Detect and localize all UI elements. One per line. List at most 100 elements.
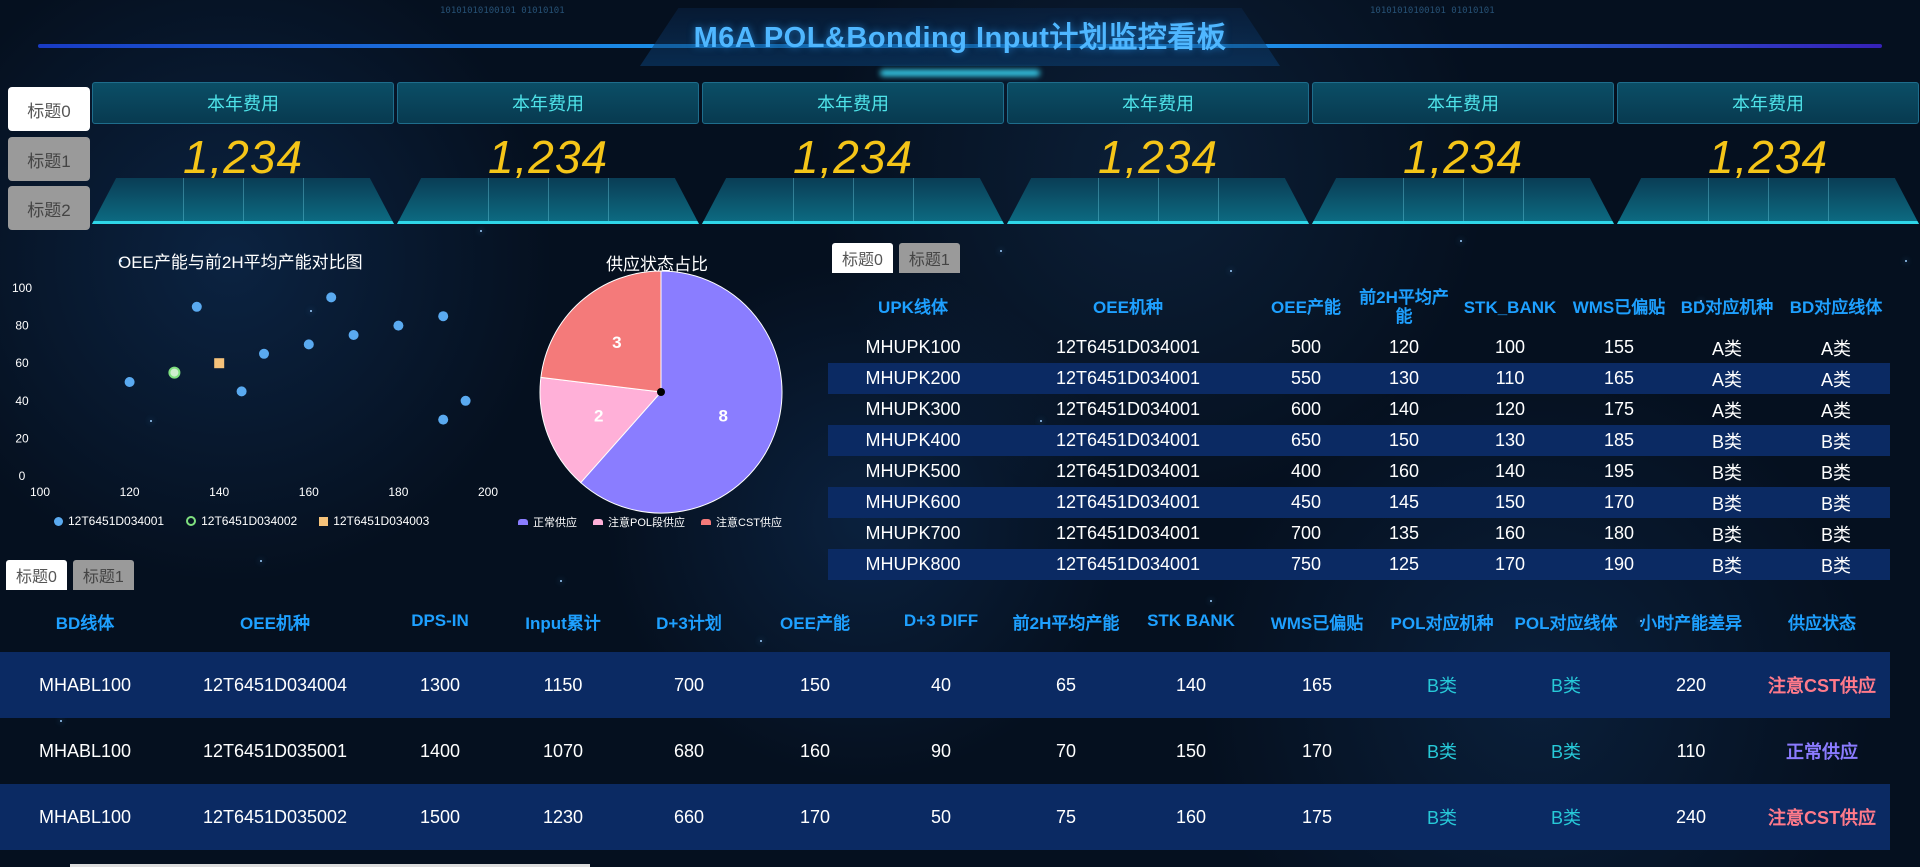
kpi-label: 本年费用 xyxy=(1007,82,1309,124)
y-tick-label: 80 xyxy=(15,319,29,333)
pie-center-dot xyxy=(657,388,665,396)
scatter-point xyxy=(438,311,449,322)
table-cell: A类 xyxy=(1820,369,1851,390)
table-row[interactable]: MHUPK500 12T6451D034001 400 160 140 195 B类 B类 xyxy=(828,456,1890,487)
kpi-floor-decoration xyxy=(92,178,394,224)
table-row[interactable]: MHUPK200 12T6451D034001 550 130 110 165 A类 A类 xyxy=(828,363,1890,394)
table-cell: 180 xyxy=(1603,523,1635,543)
table-cell: 12T6451D034001 xyxy=(1055,523,1201,543)
table-row[interactable]: MHUPK800 12T6451D034001 750 125 170 190 B类 B类 xyxy=(828,549,1890,580)
lower-header: Input累计 xyxy=(525,613,601,633)
legend-item[interactable]: 注意POL段供应 xyxy=(593,514,685,530)
scatter-legend: 12T6451D034001 12T6451D034002 12T6451D0340… xyxy=(54,514,429,528)
pie-chart: 8 2 3 xyxy=(539,270,783,514)
table-cell: 170 xyxy=(799,806,831,827)
x-tick-label: 100 xyxy=(30,485,50,499)
scatter-point xyxy=(348,330,359,340)
binary-decoration: 10101010100101 01010101 xyxy=(440,6,565,16)
lower-header: POL对应机种 xyxy=(1390,613,1494,633)
table-cell: 12T6451D034001 xyxy=(1055,492,1201,512)
table-cell: 12T6451D034004 xyxy=(202,674,348,695)
pie-title: 供应状态占比 xyxy=(606,255,708,274)
table-cell: A类 xyxy=(1820,338,1851,359)
side-tab-1[interactable]: 标题1 xyxy=(8,137,90,181)
scatter-point xyxy=(438,414,449,425)
table-cell: 150 xyxy=(1175,740,1207,761)
table-row[interactable]: MHABL100 12T6451D035002 1500 1230 660 170 50 75… xyxy=(0,784,1890,850)
kpi-label: 本年费用 xyxy=(92,82,394,124)
table-row[interactable]: MHUPK400 12T6451D034001 650 150 130 185 B类 B类 xyxy=(828,425,1890,456)
table-cell: B类 xyxy=(1426,676,1457,696)
upk-table: UPK线体 OEE机种 OEE产能 前2H平均产能 STK_BANK WMS已偏贴 BD对应… xyxy=(828,282,1890,580)
lower-tab-0[interactable]: 标题0 xyxy=(6,560,67,590)
table-cell: 145 xyxy=(1388,492,1420,512)
binary-decoration: 10101010100101 01010101 xyxy=(1370,6,1495,16)
legend-marker xyxy=(701,519,712,525)
table-cell: 1400 xyxy=(419,740,461,761)
kpi-floor-decoration xyxy=(702,178,1004,224)
side-tab-0[interactable]: 标题0 xyxy=(8,87,90,131)
table-cell: 160 xyxy=(1388,461,1420,481)
x-tick-label: 180 xyxy=(388,485,408,499)
side-tab-2[interactable]: 标题2 xyxy=(8,186,90,230)
pie-data-label: 3 xyxy=(612,333,621,352)
lower-tab-1[interactable]: 标题1 xyxy=(72,560,134,590)
table-row[interactable]: MHUPK300 12T6451D034001 600 140 120 175 A类 A类 xyxy=(828,394,1890,425)
upper-header: BD对应机种 xyxy=(1680,297,1774,317)
title-glow xyxy=(880,70,1040,76)
table-cell: 185 xyxy=(1603,430,1635,450)
scatter-point xyxy=(393,320,404,331)
table-row[interactable]: MHUPK700 12T6451D034001 700 135 160 180 B类 B类 xyxy=(828,518,1890,549)
table-cell: 注意CST供应 xyxy=(1768,676,1876,696)
table-cell: B类 xyxy=(1820,524,1851,545)
upper-header: OEE机种 xyxy=(1093,297,1163,317)
table-cell: 155 xyxy=(1603,337,1635,357)
kpi-label: 本年费用 xyxy=(397,82,699,124)
lower-header: 供应状态 xyxy=(1788,613,1856,633)
upper-tab-0[interactable]: 标题0 xyxy=(832,243,893,273)
kpi-label: 本年费用 xyxy=(1312,82,1614,124)
table-row[interactable]: MHABL100 12T6451D034004 1300 1150 700 150 40 65… xyxy=(0,652,1890,718)
x-tick-label: 160 xyxy=(299,485,319,499)
y-tick-label: 100 xyxy=(12,281,32,295)
table-cell: 220 xyxy=(1675,674,1707,695)
table-row[interactable]: MHUPK100 12T6451D034001 500 120 100 155 A类 A类 xyxy=(828,332,1890,363)
scatter-point xyxy=(259,348,269,359)
legend-item[interactable]: 12T6451D034003 xyxy=(319,514,429,528)
upper-header: UPK线体 xyxy=(878,297,948,317)
legend-item[interactable]: 正常供应 xyxy=(518,514,577,530)
table-cell: 160 xyxy=(1175,806,1207,827)
table-cell: 165 xyxy=(1301,674,1333,695)
upper-header: OEE产能 xyxy=(1271,297,1341,317)
legend-item[interactable]: 12T6451D034001 xyxy=(54,514,164,528)
legend-item[interactable]: 注意CST供应 xyxy=(701,514,782,530)
table-cell: MHUPK100 xyxy=(865,337,961,357)
page-title: M6A POL&Bonding Input计划监控看板 xyxy=(693,22,1227,54)
table-cell: A类 xyxy=(1711,369,1742,390)
table-cell: 12T6451D034001 xyxy=(1055,461,1201,481)
kpi-floor-decoration xyxy=(1007,178,1309,224)
legend-item[interactable]: 12T6451D034002 xyxy=(186,514,297,528)
scatter-point xyxy=(214,358,225,369)
table-cell: 700 xyxy=(673,674,705,695)
upper-tab-1[interactable]: 标题1 xyxy=(898,243,960,273)
lower-header: OEE机种 xyxy=(240,613,310,633)
table-row[interactable]: MHUPK600 12T6451D034001 450 145 150 170 B类 B类 xyxy=(828,487,1890,518)
lower-header: DPS-IN xyxy=(411,611,469,630)
kpi-floor-decoration xyxy=(1617,178,1919,224)
kpi-label: 本年费用 xyxy=(702,82,1004,124)
table-cell: 1070 xyxy=(542,740,584,761)
table-cell: 600 xyxy=(1290,399,1322,419)
table-cell: A类 xyxy=(1711,400,1742,421)
table-cell: 40 xyxy=(930,674,952,695)
table-cell: B类 xyxy=(1711,431,1742,452)
table-cell: MHABL100 xyxy=(38,806,132,827)
table-row[interactable]: MHABL100 12T6451D035001 1400 1070 680 160 90 70… xyxy=(0,718,1890,784)
table-cell: 12T6451D034001 xyxy=(1055,554,1201,574)
legend-marker xyxy=(518,519,528,525)
table-cell: 140 xyxy=(1388,399,1420,419)
horizontal-scrollbar[interactable] xyxy=(70,864,590,867)
table-cell: 12T6451D035002 xyxy=(202,806,348,827)
y-tick-label: 20 xyxy=(15,431,29,445)
table-cell: 12T6451D035001 xyxy=(202,740,348,761)
